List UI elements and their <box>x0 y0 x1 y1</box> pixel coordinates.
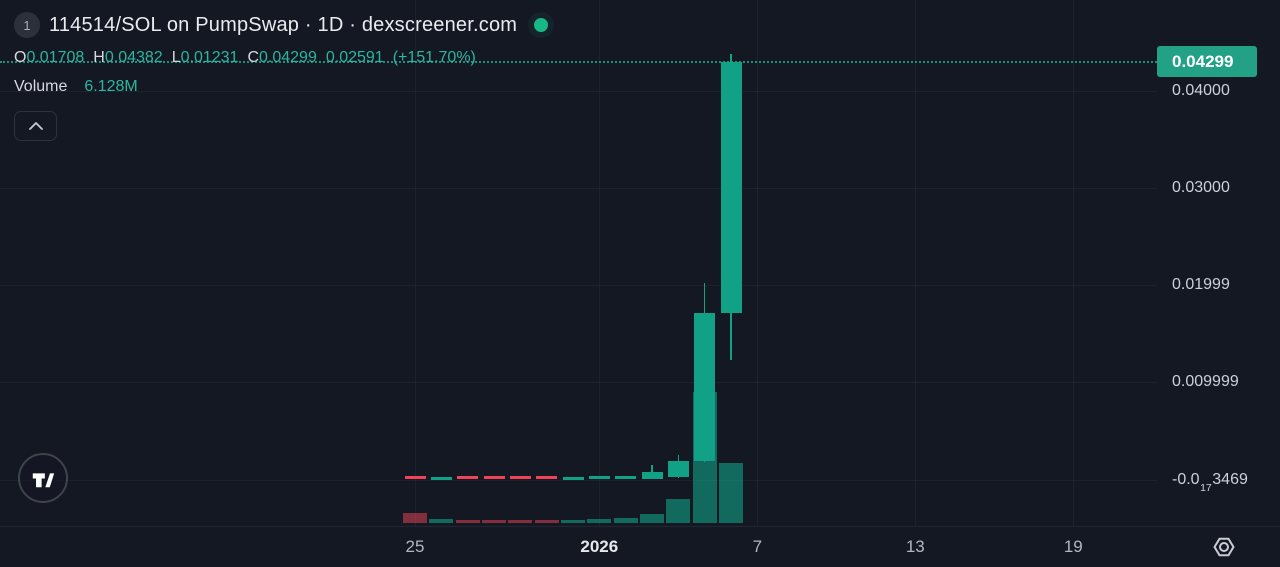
interval-number-badge[interactable]: 1 <box>14 12 40 38</box>
ohlc-legend[interactable]: O0.01708 H0.04382 L0.01231 C0.04299 0.02591 (… <box>14 49 485 67</box>
candle-body[interactable] <box>536 476 558 480</box>
volume-bar[interactable] <box>482 520 506 523</box>
price-tick-label: 0.03000 <box>1172 179 1230 196</box>
title-row: 1 114514/SOL on PumpSwap · 1D · dexscree… <box>14 12 549 38</box>
open-label: O <box>14 49 27 66</box>
price-tick-label: 0.04000 <box>1172 81 1230 99</box>
candle-body[interactable] <box>615 475 637 479</box>
last-price-badge: 0.04299 <box>1157 46 1257 78</box>
volume-bar[interactable] <box>429 519 454 523</box>
grid-line-horizontal <box>0 188 1157 189</box>
connection-status-dot <box>534 18 549 32</box>
high-value: 0.04382 <box>104 49 163 66</box>
candle-body[interactable] <box>667 461 689 478</box>
volume-legend[interactable]: Volume 6.128M <box>14 78 138 96</box>
grid-line-vertical <box>599 0 601 526</box>
candle-body[interactable] <box>562 476 584 480</box>
candle-body[interactable] <box>641 472 663 480</box>
settings-icon[interactable] <box>1209 532 1239 562</box>
symbol-title[interactable]: 114514/SOL on PumpSwap · 1D · dexscreene… <box>49 13 518 36</box>
time-axis-separator <box>0 526 1280 527</box>
grid-line-horizontal <box>0 382 1157 384</box>
tradingview-logo[interactable] <box>18 453 68 503</box>
time-tick-label: 25 <box>405 537 425 556</box>
grid-line-horizontal <box>0 90 1157 92</box>
hexagon-gear-icon <box>1213 537 1235 557</box>
grid-line-vertical <box>415 0 416 526</box>
candle-body[interactable] <box>509 476 531 480</box>
volume-bar[interactable] <box>640 514 664 523</box>
candle-body[interactable] <box>588 476 610 480</box>
candle-body[interactable] <box>404 476 426 480</box>
volume-bar[interactable] <box>403 513 427 523</box>
price-tick-label-subzero: -0.0173469 <box>1172 470 1248 494</box>
collapse-legend-button[interactable] <box>14 111 57 141</box>
time-tick-label: 2026 <box>580 537 619 556</box>
last-price-dotted-line <box>0 60 1157 63</box>
price-tick-label: 0.01999 <box>1172 276 1230 294</box>
time-tick-label: 7 <box>752 537 763 556</box>
time-tick-label: 19 <box>1063 537 1083 556</box>
price-tick-label: 0.009999 <box>1172 373 1239 391</box>
low-label: L <box>171 49 181 66</box>
low-value: 0.01231 <box>180 49 239 66</box>
grid-line-vertical <box>1073 0 1075 526</box>
candle-body[interactable] <box>430 476 452 480</box>
volume-label: Volume <box>14 78 68 95</box>
open-value: 0.01708 <box>26 49 85 66</box>
time-tick-label: 13 <box>905 537 925 556</box>
candle-body[interactable] <box>457 476 479 480</box>
volume-bar[interactable] <box>534 520 559 523</box>
chevron-up-icon <box>28 122 43 130</box>
change-abs: 0.02591 <box>325 49 384 66</box>
grid-line-vertical <box>757 0 759 526</box>
volume-bar[interactable] <box>508 520 533 523</box>
volume-bar[interactable] <box>561 520 585 523</box>
volume-bar[interactable] <box>666 499 691 523</box>
candle-body[interactable] <box>720 61 742 314</box>
last-price-badge-value: 0.04299 <box>1172 52 1234 72</box>
candle-body[interactable] <box>694 312 716 462</box>
candle-wick <box>651 464 653 480</box>
volume-bar[interactable] <box>719 463 743 523</box>
tradingview-logo-icon <box>32 473 55 488</box>
grid-line-horizontal <box>0 479 1157 481</box>
change-pct: (+151.70%) <box>392 49 476 66</box>
volume-value: 6.128M <box>84 78 138 95</box>
volume-bar[interactable] <box>587 519 612 523</box>
close-label: C <box>247 49 260 66</box>
candle-body[interactable] <box>483 476 505 480</box>
grid-line-vertical <box>915 0 917 526</box>
volume-bar[interactable] <box>613 518 638 523</box>
grid-line-horizontal <box>0 285 1157 287</box>
close-value: 0.04299 <box>259 49 317 66</box>
volume-bar[interactable] <box>455 520 480 523</box>
high-label: H <box>93 49 105 66</box>
